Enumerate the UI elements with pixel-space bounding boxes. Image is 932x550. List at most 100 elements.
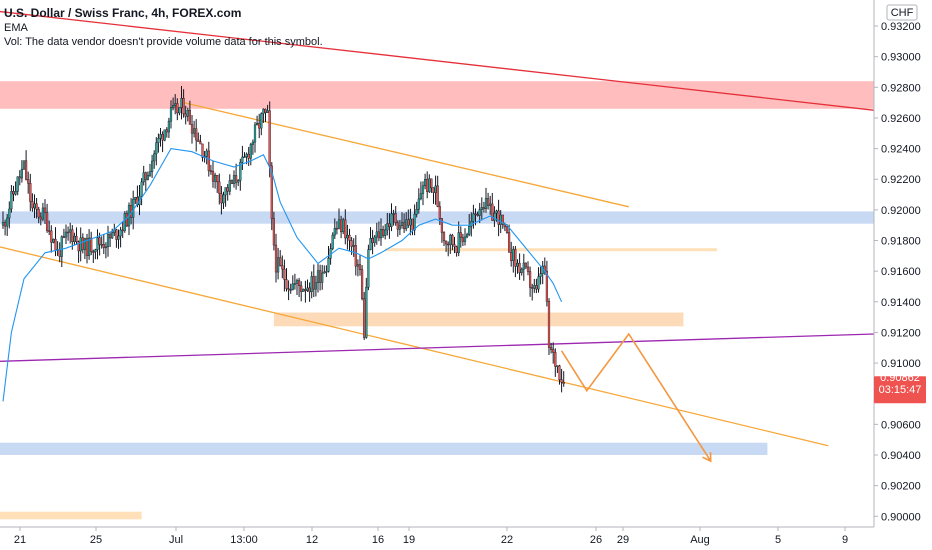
candle bbox=[455, 245, 458, 257]
candle bbox=[277, 247, 280, 280]
candle-body bbox=[69, 229, 72, 233]
candle-body bbox=[224, 187, 227, 196]
candle-body bbox=[533, 285, 536, 289]
symbol-title[interactable]: U.S. Dollar / Swiss Franc, 4h, FOREX.com bbox=[4, 6, 241, 20]
channel-upper-line bbox=[183, 102, 629, 208]
candle-body bbox=[192, 128, 196, 134]
candle bbox=[167, 117, 170, 139]
candle bbox=[81, 233, 84, 254]
candle-body bbox=[482, 207, 485, 209]
candle-body bbox=[442, 232, 446, 242]
candle bbox=[489, 195, 492, 215]
candle-body bbox=[222, 194, 225, 204]
candle bbox=[466, 232, 469, 239]
candle-body bbox=[22, 160, 26, 170]
candle-body bbox=[352, 245, 355, 247]
candle bbox=[180, 86, 183, 120]
candle bbox=[148, 163, 152, 177]
candle-body bbox=[377, 231, 380, 239]
candle bbox=[461, 233, 464, 247]
candle bbox=[407, 209, 410, 228]
candle-body bbox=[411, 218, 414, 231]
candle bbox=[178, 107, 181, 116]
candle bbox=[482, 201, 485, 213]
candle-body bbox=[226, 187, 229, 192]
candle bbox=[176, 98, 179, 121]
candles-layer bbox=[1, 86, 565, 393]
candle bbox=[1, 211, 5, 229]
candle bbox=[46, 203, 49, 233]
candle bbox=[365, 277, 368, 339]
candle-body bbox=[119, 229, 122, 237]
candle-body bbox=[514, 249, 517, 267]
candle bbox=[75, 227, 78, 245]
candle bbox=[434, 175, 437, 205]
orange-support-zone bbox=[273, 312, 684, 327]
price-axis-panel[interactable] bbox=[874, 0, 932, 550]
candle-body bbox=[176, 103, 179, 114]
candle-body bbox=[218, 181, 221, 194]
candle-body bbox=[283, 268, 286, 280]
candle-body bbox=[409, 218, 412, 226]
candle bbox=[85, 233, 89, 264]
candle bbox=[279, 250, 282, 267]
candle-body bbox=[365, 286, 368, 338]
candle-body bbox=[348, 234, 351, 241]
candle bbox=[35, 197, 38, 219]
candle bbox=[165, 127, 168, 138]
candle-body bbox=[73, 235, 76, 243]
price-tick-label: 0.91800 bbox=[881, 236, 921, 248]
candle bbox=[213, 172, 217, 189]
candle-body bbox=[312, 276, 315, 290]
time-tick-label: 13:00 bbox=[230, 534, 258, 546]
candle-body bbox=[184, 113, 187, 117]
candle bbox=[96, 229, 99, 260]
candle bbox=[90, 231, 93, 256]
candle bbox=[287, 280, 290, 301]
candle bbox=[274, 233, 278, 283]
candle-body bbox=[440, 218, 443, 233]
candle bbox=[424, 173, 427, 190]
candle bbox=[104, 242, 107, 259]
candle-body bbox=[466, 234, 469, 238]
candle bbox=[150, 154, 154, 178]
candle bbox=[363, 291, 366, 340]
candle bbox=[333, 218, 336, 239]
candle bbox=[388, 213, 391, 239]
candle bbox=[403, 213, 406, 233]
currency-badge[interactable] bbox=[886, 4, 918, 21]
candle bbox=[400, 212, 404, 229]
candle bbox=[169, 100, 173, 129]
candle bbox=[43, 199, 47, 225]
price-axis-ticks: 0.93200 0.93000 0.92800 0.92600 0.92400 0.922… bbox=[874, 21, 921, 523]
candle-body bbox=[20, 168, 23, 179]
candle bbox=[547, 298, 551, 355]
candle bbox=[31, 193, 34, 212]
candle bbox=[304, 280, 307, 303]
candle bbox=[535, 278, 538, 294]
candle-body bbox=[163, 129, 166, 141]
candle-body bbox=[390, 213, 393, 227]
purple-rising-line bbox=[0, 333, 875, 362]
candle bbox=[384, 224, 387, 240]
candle-body bbox=[295, 280, 299, 284]
candle-body bbox=[247, 153, 250, 159]
candle-body bbox=[256, 122, 259, 126]
candle-body bbox=[333, 227, 336, 236]
time-axis-panel[interactable] bbox=[0, 527, 874, 550]
candle-body bbox=[165, 129, 168, 133]
candle-body bbox=[306, 287, 309, 291]
candle-body bbox=[474, 213, 477, 215]
candle-body bbox=[31, 201, 34, 209]
last-price-badge bbox=[874, 376, 926, 404]
candle bbox=[159, 128, 162, 147]
indicator-ema-label[interactable]: EMA bbox=[4, 22, 29, 34]
candle bbox=[163, 129, 166, 142]
candle bbox=[321, 264, 324, 290]
candle-body bbox=[361, 269, 364, 299]
candle bbox=[510, 241, 513, 267]
candle-body bbox=[432, 187, 435, 193]
candle-body bbox=[459, 232, 462, 238]
